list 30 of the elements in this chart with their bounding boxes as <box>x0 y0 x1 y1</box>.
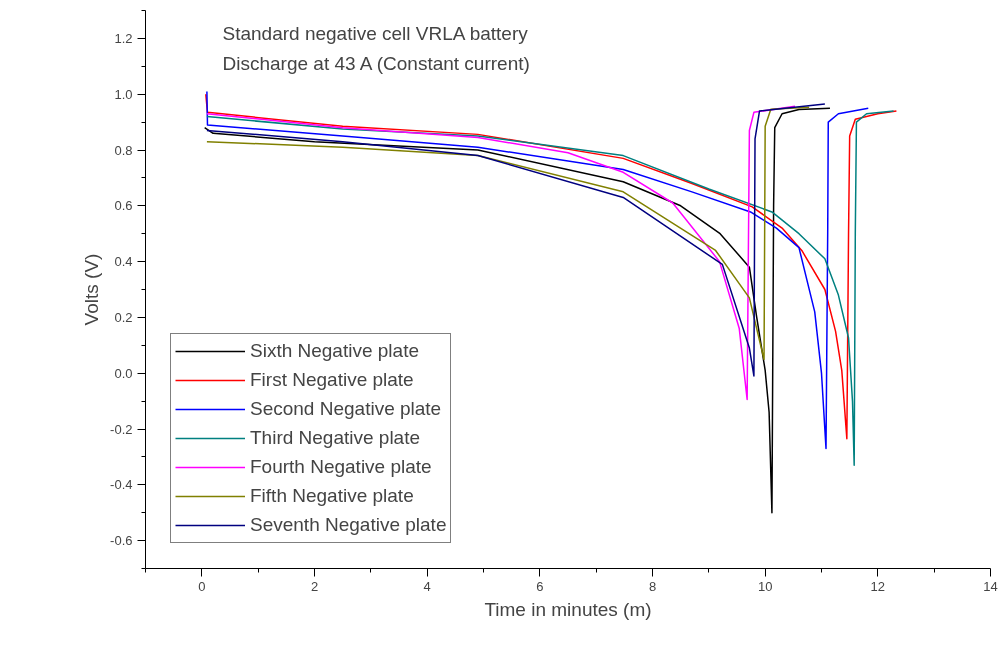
y-tick-label: 0.8 <box>114 142 133 158</box>
x-axis-title: Time in minutes (m) <box>484 598 652 620</box>
legend-label: Seventh Negative plate <box>250 513 447 537</box>
y-tick-label: 1.0 <box>114 86 133 102</box>
legend-label: Sixth Negative plate <box>250 339 419 363</box>
line-series <box>203 107 831 514</box>
text: Standard negative cell VRLA battery <box>222 22 529 44</box>
legend-label: Fifth Negative plate <box>250 484 414 508</box>
legend-label: First Negative plate <box>250 368 414 392</box>
legend-label: Fourth Negative plate <box>250 455 432 479</box>
x-tick-label: 6 <box>536 578 544 594</box>
y-tick-label: -0.4 <box>110 477 133 493</box>
x-tick-label: 14 <box>983 578 998 594</box>
x-tick-label: 10 <box>757 578 773 594</box>
x-tick-label: 8 <box>648 578 657 594</box>
y-tick-label: 0.6 <box>114 198 133 214</box>
legend-label: Second Negative plate <box>250 397 442 421</box>
y-axis-title: Volts (V) <box>81 253 103 326</box>
x-tick-label: 2 <box>310 578 319 594</box>
y-tick-label: -0.2 <box>110 421 133 437</box>
y-tick-label: 0.0 <box>114 365 133 381</box>
x-tick-label: 4 <box>423 578 431 594</box>
y-tick-label: 0.4 <box>114 254 133 270</box>
y-tick-label: 0.2 <box>114 309 133 325</box>
x-tick-label: 12 <box>870 578 886 594</box>
y-tick-label: 1.2 <box>114 30 133 46</box>
text: Discharge at 43 A (Constant current) <box>222 52 530 74</box>
x-tick-label: 0 <box>198 578 206 594</box>
legend-label: Third Negative plate <box>250 426 421 450</box>
y-tick-label: -0.6 <box>110 533 133 549</box>
